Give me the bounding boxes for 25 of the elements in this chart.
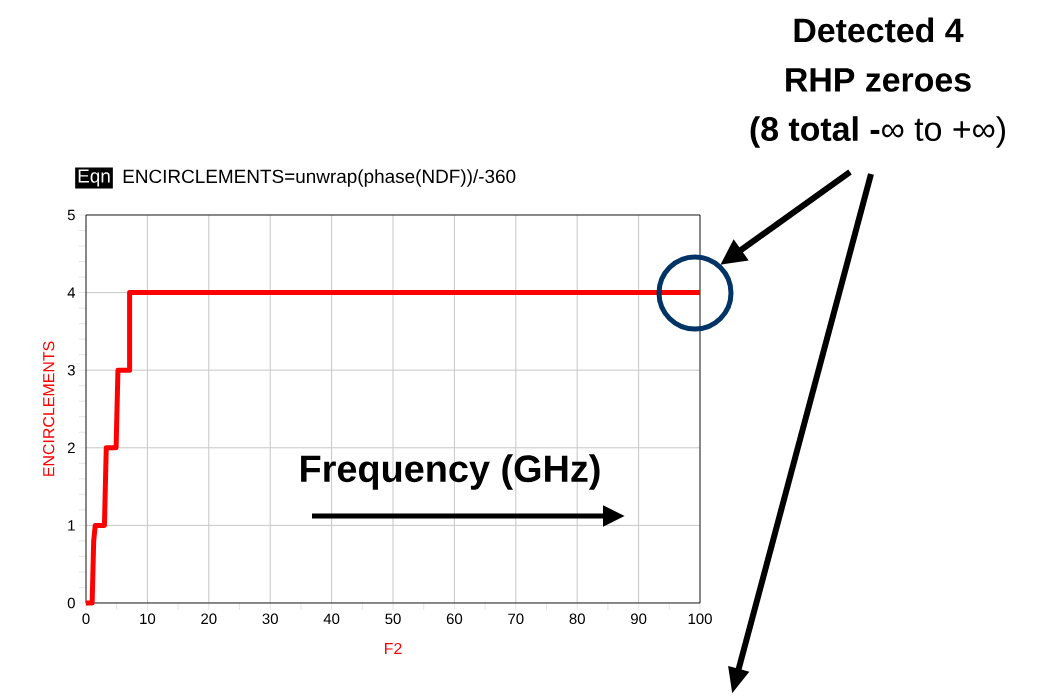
x-axis-title: F2 <box>385 642 402 655</box>
x-tick-label: 60 <box>446 613 463 625</box>
x-tick-label: 80 <box>569 613 585 625</box>
x-tick-label: 90 <box>631 613 647 625</box>
x-tick-label: 70 <box>508 613 524 625</box>
y-axis-title: ENCIRCLEMENTS <box>43 341 55 476</box>
y-tick-label: 2 <box>67 442 75 453</box>
y-tick-label: 1 <box>68 520 75 531</box>
x-tick-label: 30 <box>262 613 278 625</box>
y-tick-label: 0 <box>67 597 75 609</box>
text: ENCIRCLEMENTS=unwrap(phase(NDF))/-360 <box>123 169 516 187</box>
text: (8 total -∞ to +∞) <box>750 116 1005 148</box>
annotation: Frequency (GHz) <box>301 454 600 490</box>
x-tick-label: 40 <box>323 613 340 625</box>
x-tick-label: 100 <box>688 613 712 625</box>
x-tick-label: 50 <box>385 613 401 625</box>
text: Eqn <box>78 169 110 187</box>
x-tick-label: 20 <box>201 613 217 625</box>
text: Detected 4 <box>794 17 964 43</box>
y-tick-label: 4 <box>67 287 76 298</box>
x-tick-label: 0 <box>82 613 90 625</box>
text: RHP zeroes <box>786 68 971 92</box>
y-tick-label: 5 <box>67 209 75 221</box>
x-tick-label: 10 <box>140 613 156 625</box>
y-tick-label: 3 <box>67 364 75 376</box>
